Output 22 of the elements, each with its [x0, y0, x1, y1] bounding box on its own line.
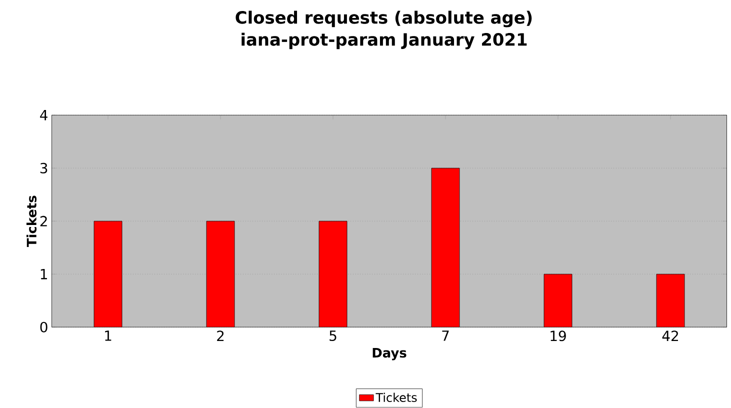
x-tick-label: 2: [217, 330, 224, 342]
x-tick-label: 42: [662, 330, 678, 342]
x-axis-title: Days: [372, 348, 406, 360]
bar: [206, 221, 235, 328]
x-tick-label: 7: [442, 330, 449, 342]
chart-subtitle: iana-prot-param January 2021: [242, 32, 527, 50]
bar: [431, 168, 460, 328]
legend-label: Tickets: [376, 393, 417, 402]
bar: [318, 221, 348, 328]
y-tick-label: 3: [40, 163, 48, 174]
y-axis-title: Tickets: [26, 196, 37, 248]
x-tick-label: 1: [105, 330, 112, 342]
x-tick-label: 19: [550, 330, 566, 342]
bar: [544, 274, 572, 328]
bar: [656, 274, 685, 328]
bar: [94, 221, 122, 328]
y-tick-label: 4: [40, 110, 48, 120]
chart-title: Closed requests (absolute age): [236, 10, 532, 28]
y-tick-label: 1: [40, 269, 47, 280]
y-tick-label: 0: [40, 322, 48, 333]
y-tick-label: 2: [40, 216, 47, 227]
x-tick-label: 5: [330, 330, 336, 342]
